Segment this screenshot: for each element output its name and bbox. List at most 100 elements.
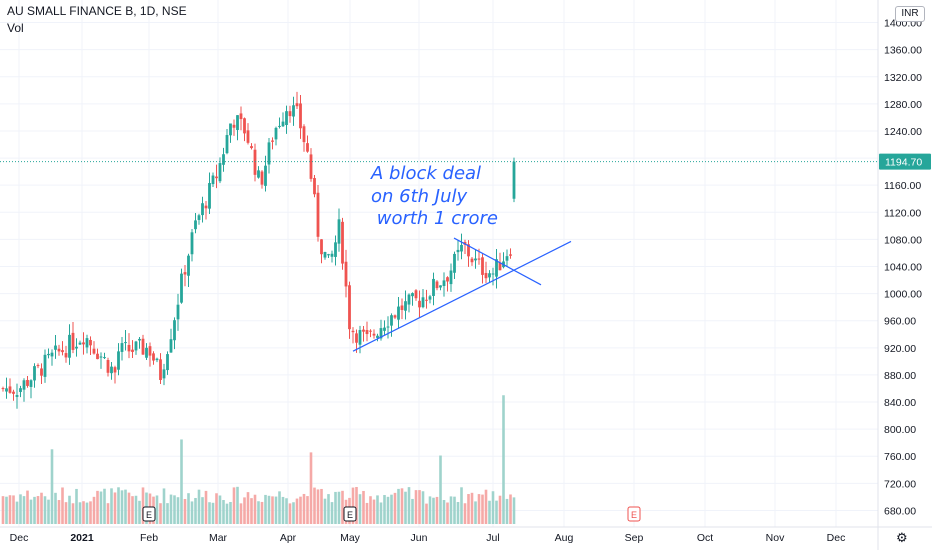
candle[interactable] (162, 363, 166, 386)
candle[interactable] (418, 290, 421, 318)
candle[interactable] (127, 333, 131, 359)
candle[interactable] (71, 321, 75, 354)
candle[interactable] (222, 147, 225, 172)
candle[interactable] (502, 252, 505, 269)
candle[interactable] (225, 129, 229, 155)
candle[interactable] (215, 164, 218, 189)
candle[interactable] (498, 252, 502, 271)
candle[interactable] (64, 345, 68, 363)
candle[interactable] (176, 293, 180, 331)
candle[interactable] (397, 296, 400, 329)
candle[interactable] (50, 349, 54, 366)
candle[interactable] (484, 261, 488, 284)
candle[interactable] (264, 155, 267, 192)
candle[interactable] (274, 126, 278, 146)
candle[interactable] (141, 334, 145, 355)
candle[interactable] (421, 289, 425, 309)
candle[interactable] (267, 138, 271, 174)
candle[interactable] (512, 157, 516, 203)
earnings-marker[interactable]: E (627, 506, 641, 522)
candle[interactable] (8, 378, 12, 394)
candle[interactable] (348, 281, 351, 339)
candle[interactable] (488, 270, 491, 283)
candle[interactable] (183, 264, 187, 287)
candle[interactable] (54, 335, 57, 359)
candle[interactable] (376, 333, 379, 342)
candle[interactable] (22, 378, 26, 402)
candle[interactable] (442, 272, 446, 297)
candle[interactable] (103, 352, 106, 360)
candle[interactable] (435, 280, 439, 291)
candle[interactable] (449, 263, 453, 292)
candle[interactable] (509, 248, 512, 259)
candle[interactable] (197, 213, 201, 225)
candle[interactable] (446, 276, 449, 292)
candle[interactable] (467, 240, 470, 267)
candle[interactable] (306, 135, 309, 153)
candle[interactable] (166, 351, 169, 375)
candle[interactable] (239, 106, 243, 131)
candle[interactable] (439, 285, 442, 291)
candle[interactable] (68, 324, 71, 365)
settings-gear-icon[interactable]: ⚙ (896, 531, 908, 546)
candle[interactable] (148, 342, 152, 367)
candle[interactable] (204, 201, 208, 220)
candle[interactable] (309, 148, 313, 182)
candle[interactable] (61, 341, 64, 356)
candle[interactable] (232, 119, 236, 136)
candle[interactable] (344, 249, 348, 298)
candle[interactable] (75, 338, 78, 357)
candle[interactable] (295, 91, 299, 109)
candle[interactable] (57, 344, 61, 356)
candle[interactable] (411, 292, 414, 306)
candle[interactable] (246, 123, 250, 145)
candle[interactable] (432, 272, 435, 306)
candle[interactable] (190, 228, 194, 262)
candle[interactable] (155, 357, 159, 363)
candle[interactable] (106, 357, 110, 377)
candle[interactable] (92, 341, 96, 355)
candle[interactable] (120, 337, 124, 361)
candle[interactable] (169, 328, 173, 353)
candle[interactable] (99, 352, 103, 369)
candle[interactable] (12, 389, 15, 401)
candle[interactable] (316, 185, 320, 242)
candle[interactable] (288, 105, 292, 123)
candle[interactable] (323, 251, 327, 260)
candle[interactable] (470, 256, 474, 266)
candle[interactable] (250, 143, 253, 150)
candle[interactable] (229, 123, 232, 143)
candle[interactable] (341, 217, 344, 270)
currency-badge[interactable]: INR (895, 6, 925, 22)
candle[interactable] (495, 248, 498, 289)
candle[interactable] (180, 268, 183, 304)
candle[interactable] (358, 325, 362, 354)
candle[interactable] (1, 386, 5, 392)
earnings-marker[interactable]: E (343, 506, 357, 522)
candle[interactable] (78, 340, 82, 345)
candle[interactable] (47, 348, 50, 359)
candle[interactable] (313, 175, 316, 198)
candle[interactable] (33, 363, 36, 388)
candle[interactable] (330, 250, 334, 263)
candle[interactable] (390, 313, 393, 337)
candle[interactable] (138, 337, 141, 349)
candle[interactable] (243, 117, 246, 142)
candle[interactable] (460, 233, 463, 260)
candle[interactable] (173, 317, 176, 350)
candle[interactable] (110, 362, 113, 380)
candle[interactable] (481, 253, 484, 284)
candle[interactable] (393, 314, 397, 320)
candle[interactable] (26, 375, 29, 388)
candle[interactable] (159, 353, 162, 385)
candle[interactable] (337, 208, 341, 252)
candle[interactable] (5, 377, 8, 399)
candle[interactable] (285, 105, 288, 134)
candle[interactable] (407, 293, 411, 313)
candle[interactable] (236, 115, 239, 141)
candle[interactable] (414, 289, 418, 301)
candle[interactable] (372, 329, 376, 339)
candle[interactable] (453, 251, 456, 279)
candle[interactable] (253, 143, 257, 182)
